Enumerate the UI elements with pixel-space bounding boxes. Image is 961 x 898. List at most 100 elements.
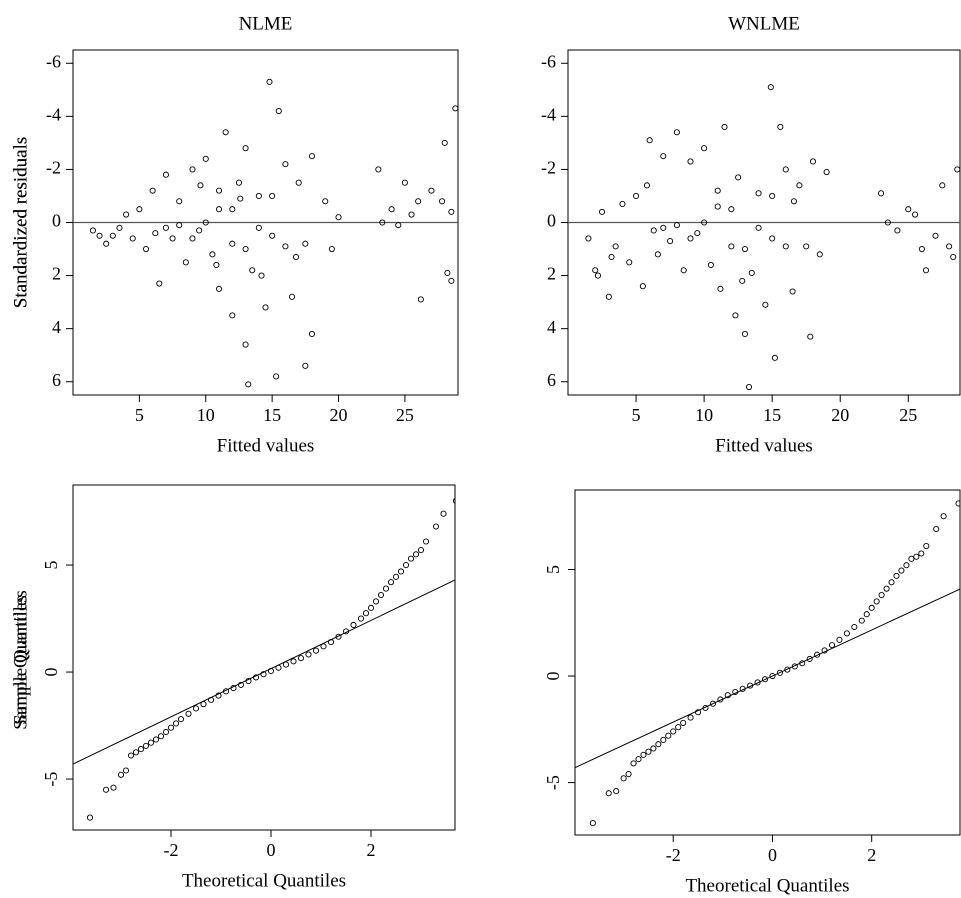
y-tick-label: 0 — [41, 668, 61, 677]
point — [322, 198, 329, 205]
point — [342, 628, 350, 635]
y-tick-label: 2 — [52, 264, 61, 284]
plot-frame — [72, 484, 456, 831]
y-axis-label: Standardized residuals — [10, 137, 31, 308]
point — [650, 227, 657, 234]
point — [388, 206, 395, 213]
point — [448, 208, 455, 215]
point — [229, 206, 236, 213]
point — [392, 573, 400, 580]
point — [152, 736, 160, 743]
point — [202, 155, 209, 162]
point — [635, 756, 642, 763]
point — [898, 567, 905, 574]
y-tick-label: 6 — [547, 370, 556, 390]
point — [784, 666, 791, 673]
point — [415, 198, 422, 205]
point — [377, 591, 385, 599]
point — [375, 166, 382, 173]
point — [132, 749, 140, 756]
point — [670, 728, 677, 735]
y-tick-label: 2 — [547, 264, 556, 284]
point — [747, 682, 754, 689]
point — [402, 561, 410, 569]
point — [452, 105, 458, 112]
point — [242, 145, 249, 152]
point — [821, 647, 828, 654]
point — [745, 383, 753, 391]
point — [796, 182, 803, 189]
point — [654, 251, 661, 258]
point — [884, 219, 891, 226]
point — [177, 716, 185, 723]
point — [771, 354, 778, 361]
point — [893, 572, 900, 579]
y-tick-label: 6 — [52, 370, 61, 390]
point — [789, 288, 796, 295]
x-tick-label: 20 — [831, 405, 849, 425]
point — [755, 190, 762, 197]
point — [249, 267, 256, 274]
point — [237, 195, 244, 202]
point — [245, 677, 252, 685]
point — [816, 251, 823, 258]
point — [142, 245, 150, 253]
point — [694, 709, 702, 716]
point — [129, 235, 136, 242]
point — [608, 253, 615, 261]
point — [809, 158, 817, 165]
point — [292, 253, 300, 261]
point — [923, 542, 930, 550]
point — [167, 724, 175, 731]
point — [252, 674, 260, 681]
y-tick-label: -5 — [41, 772, 61, 787]
point — [258, 272, 265, 279]
point — [357, 615, 365, 622]
y-tick-label: -4 — [46, 104, 61, 124]
point — [297, 655, 305, 662]
point — [594, 272, 601, 279]
point — [922, 267, 930, 274]
point — [401, 179, 408, 186]
point — [665, 732, 672, 739]
point — [612, 243, 619, 250]
point — [305, 651, 312, 658]
x-tick-label: -2 — [666, 845, 681, 865]
x-axis-label: Theoretical Quantiles — [182, 870, 346, 891]
y-tick-label: -5 — [543, 775, 563, 790]
point — [598, 208, 606, 215]
x-tick-label: 5 — [632, 405, 641, 425]
point — [918, 245, 925, 253]
point — [162, 728, 170, 736]
chart-title: NLME — [239, 13, 293, 34]
point — [905, 206, 912, 213]
point — [883, 585, 890, 592]
point — [687, 158, 694, 165]
point — [908, 555, 915, 562]
point — [229, 240, 236, 247]
point — [235, 179, 242, 186]
point — [266, 78, 273, 85]
point — [769, 672, 776, 680]
point — [640, 751, 647, 758]
point — [289, 293, 296, 300]
point — [441, 139, 448, 146]
point — [605, 293, 612, 300]
point — [382, 585, 390, 592]
x-tick-label: 10 — [695, 405, 713, 425]
point — [769, 192, 776, 200]
point — [448, 277, 455, 284]
point — [395, 222, 402, 229]
point — [739, 277, 746, 284]
point — [295, 179, 302, 186]
point — [655, 741, 662, 748]
point — [440, 510, 447, 517]
point — [327, 639, 335, 646]
chart-title: WNLME — [728, 13, 800, 34]
point — [776, 669, 783, 676]
point — [172, 720, 180, 727]
point — [123, 211, 130, 218]
point — [379, 219, 386, 226]
point — [149, 187, 156, 194]
point — [387, 579, 395, 586]
